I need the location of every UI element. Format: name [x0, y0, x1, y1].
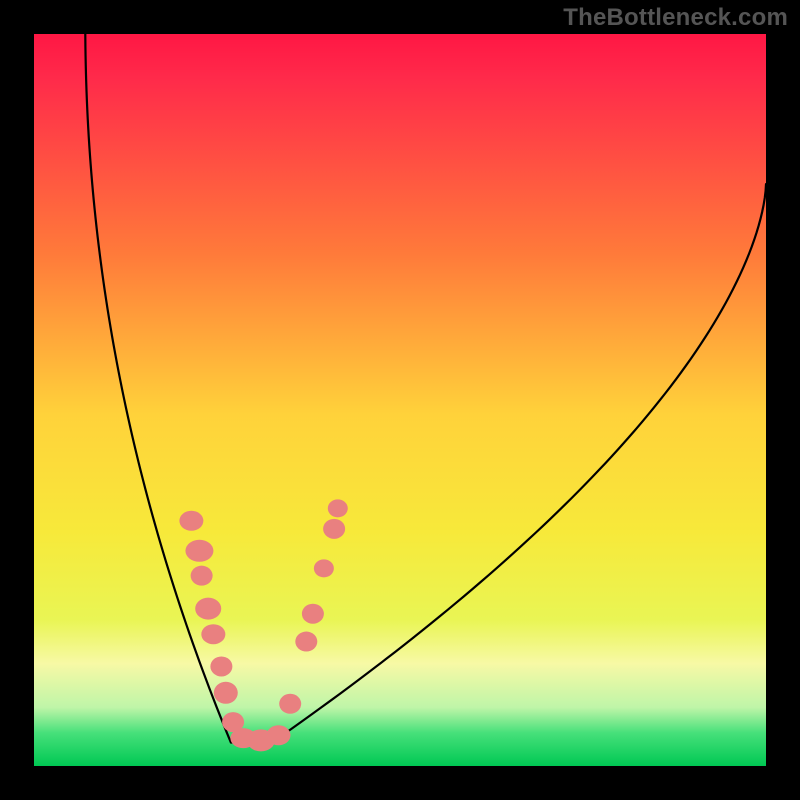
scatter-dot — [191, 566, 213, 586]
scatter-dot — [195, 598, 221, 620]
scatter-dot — [323, 519, 345, 539]
scatter-dot — [266, 725, 290, 745]
chart-frame: TheBottleneck.com — [0, 0, 800, 800]
scatter-dot — [302, 604, 324, 624]
scatter-dot — [210, 656, 232, 676]
scatter-dot — [214, 682, 238, 704]
scatter-dot — [179, 511, 203, 531]
scatter-dot — [279, 694, 301, 714]
scatter-dot — [295, 632, 317, 652]
scatter-dot — [328, 499, 348, 517]
scatter-dot — [314, 559, 334, 577]
gradient-background — [34, 34, 766, 766]
watermark-text: TheBottleneck.com — [563, 4, 788, 32]
scatter-dot — [201, 624, 225, 644]
scatter-dot — [185, 540, 213, 562]
chart-svg — [0, 0, 800, 800]
